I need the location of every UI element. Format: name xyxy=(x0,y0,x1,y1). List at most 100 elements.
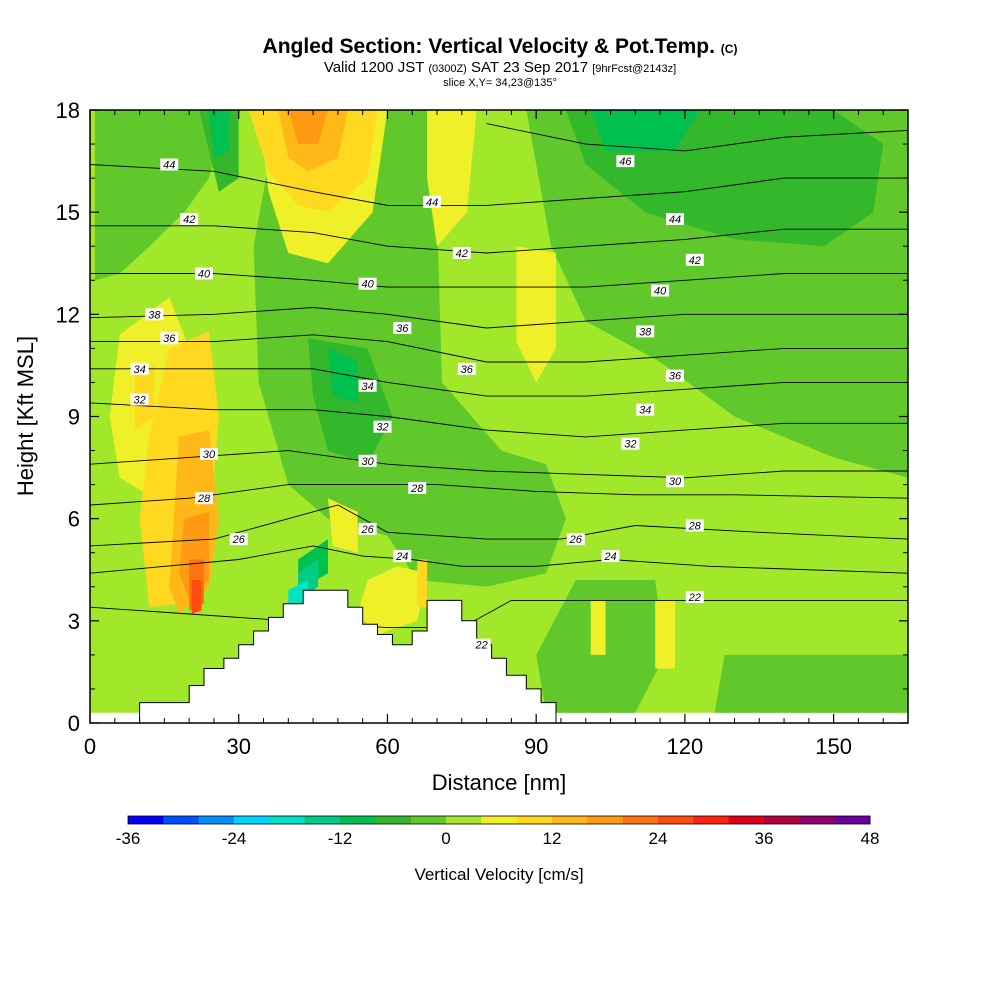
y-tick-label: 9 xyxy=(68,405,80,430)
isentrope-label-box xyxy=(195,492,213,505)
x-tick-label: 30 xyxy=(226,734,250,759)
isentrope-label: 44 xyxy=(160,158,179,172)
isentrope-line xyxy=(486,123,908,152)
isentrope-label: 34 xyxy=(636,403,655,417)
isentrope-label-box xyxy=(393,550,412,563)
y-tick-label: 6 xyxy=(68,507,80,532)
colorbar-frame xyxy=(127,815,871,825)
isentrope-label-text: 36 xyxy=(461,364,474,376)
isentrope-label-text: 32 xyxy=(376,422,388,434)
isentrope-label: 26 xyxy=(358,522,377,536)
isentrope-label-text: 34 xyxy=(361,381,373,393)
isentrope-label-box xyxy=(636,325,655,338)
colorbar-swatch xyxy=(340,816,376,824)
isentrope-label-text: 44 xyxy=(163,160,175,172)
isentrope-label: 36 xyxy=(666,369,684,383)
colorbar-tick-label: 36 xyxy=(755,829,774,848)
isentrope-label-text: 36 xyxy=(396,323,409,335)
colorbar-swatch xyxy=(764,816,800,824)
isentrope-line xyxy=(90,402,908,438)
isentrope-label-box xyxy=(616,155,635,168)
colorbar-swatch xyxy=(516,816,553,824)
colorbar-tick-label: 24 xyxy=(649,829,668,848)
isentrope-label-box xyxy=(666,369,684,382)
colorbar-swatch xyxy=(728,816,765,824)
velocity-region xyxy=(288,110,328,145)
velocity-region xyxy=(357,566,428,635)
x-tick-label: 120 xyxy=(667,734,704,759)
isentrope-label-box xyxy=(666,213,684,225)
isentrope-label: 36 xyxy=(160,332,179,345)
velocity-region xyxy=(191,580,202,614)
isentrope-label-box xyxy=(130,362,149,375)
isentrope-line xyxy=(90,273,908,288)
x-axis-title: Distance [nm] xyxy=(432,770,567,795)
y-tick-label: 3 xyxy=(68,609,80,634)
isentrope-label-box xyxy=(195,267,213,280)
isentrope-line xyxy=(90,484,908,506)
isentrope-label-text: 42 xyxy=(183,214,195,226)
colorbar-swatch xyxy=(446,816,482,824)
x-tick-label: 150 xyxy=(815,734,852,759)
colorbar-swatch xyxy=(163,816,200,824)
isentrope-label-text: 30 xyxy=(361,456,374,468)
colorbar-tick-label: -24 xyxy=(222,829,247,848)
isentrope-label-box xyxy=(358,277,377,290)
isentrope-label: 44 xyxy=(666,213,684,226)
velocity-field xyxy=(90,110,908,713)
chart-title-units: (C) xyxy=(720,42,738,56)
velocity-region xyxy=(516,246,556,383)
isentrope-label: 26 xyxy=(566,533,585,546)
isentrope-label-text: 26 xyxy=(232,534,246,546)
isentrope-label: 42 xyxy=(685,253,704,267)
isentrope-label-text: 30 xyxy=(669,476,682,488)
isentrope-label: 32 xyxy=(373,420,392,434)
slice-info: slice X,Y= 34,23@135° xyxy=(443,77,557,89)
isentrope-label: 32 xyxy=(621,437,640,451)
isentrope-label-text: 30 xyxy=(203,449,216,461)
velocity-region xyxy=(655,600,675,669)
isentrope-label-text: 28 xyxy=(410,483,424,495)
isentrope-label-box xyxy=(452,247,471,259)
valid-prefix: Valid 1200 JST xyxy=(323,59,425,76)
velocity-region xyxy=(427,110,477,247)
isentrope-label-text: 44 xyxy=(426,197,438,209)
x-tick-label: 60 xyxy=(375,734,399,759)
isentrope-label-text: 40 xyxy=(654,286,667,298)
velocity-region xyxy=(95,110,229,281)
isentrope-label-text: 26 xyxy=(569,534,583,546)
isentrope-label-box xyxy=(160,332,179,345)
isentrope-label-box xyxy=(408,482,427,494)
isentrope-line xyxy=(90,450,908,479)
colorbar-swatch xyxy=(304,816,341,824)
isentrope-label: 38 xyxy=(636,325,655,338)
isentrope-label: 40 xyxy=(195,267,213,281)
isentrope-line xyxy=(90,307,908,329)
isentrope-label: 32 xyxy=(130,393,149,407)
colorbar-tick-label: -12 xyxy=(328,829,353,848)
isentrope-label-box xyxy=(145,308,164,321)
isentrope-label-box xyxy=(358,454,377,467)
isentrope-label-box xyxy=(229,533,248,546)
isentrope-label-box xyxy=(358,522,377,535)
isentrope-label: 40 xyxy=(358,277,377,291)
y-tick-label: 0 xyxy=(68,711,80,736)
valid-utc: (0300Z) xyxy=(428,63,467,75)
isentrope-label: 38 xyxy=(145,308,164,321)
colorbar-swatch xyxy=(658,816,694,824)
colorbar-swatch xyxy=(693,816,730,824)
isentrope-label-box xyxy=(685,253,704,266)
isentrope-label: 28 xyxy=(408,482,427,495)
x-tick-label: 0 xyxy=(84,734,96,759)
isentrope-label-box xyxy=(358,379,377,392)
isentrope-label-text: 42 xyxy=(689,255,701,267)
isentrope-label: 46 xyxy=(616,155,635,168)
isentrope-line xyxy=(90,545,908,574)
isentrope-label: 42 xyxy=(180,213,199,226)
y-axis-title: Height [Kft MSL] xyxy=(13,336,38,496)
isentrope-label-text: 38 xyxy=(148,309,161,321)
isentrope-label-text: 46 xyxy=(619,156,632,168)
isentrope-labels: 4442403836343230282644424036343230282624… xyxy=(130,155,704,652)
